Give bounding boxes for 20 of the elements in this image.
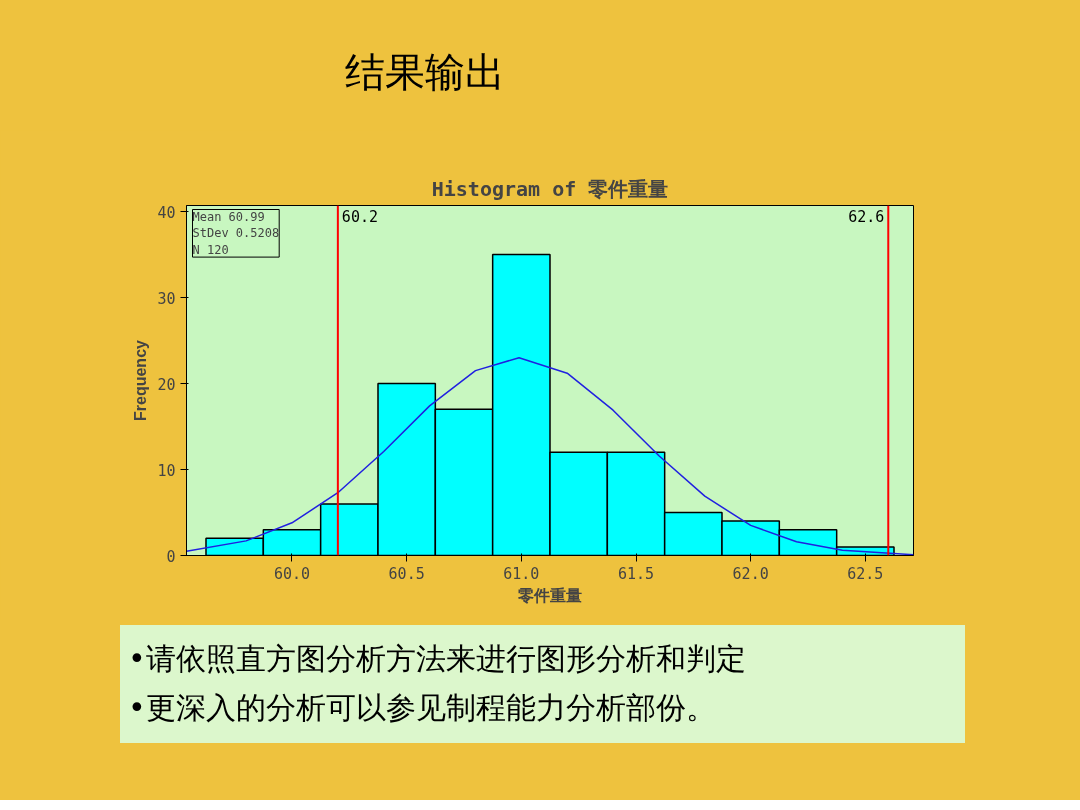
y-axis-title: Frequency (132, 339, 150, 421)
text: •请依照直方图分析方法来进行图形分析和判定 (128, 640, 747, 678)
y-tick-label: 40 (157, 203, 176, 222)
x-tick-label: 61.0 (503, 564, 540, 583)
x-tick-label: 62.5 (847, 564, 884, 583)
y-tick-label: 10 (157, 461, 176, 480)
x-tick-label: 62.0 (732, 564, 769, 583)
ref-line-label: 62.6 (848, 207, 885, 226)
x-tick-label: 60.0 (273, 564, 311, 583)
x-tick-label: 60.5 (388, 564, 425, 583)
text: •更深入的分析可以参见制程能力分析部份。 (128, 689, 717, 727)
y-tick-label: 30 (157, 289, 176, 308)
ref-line-label: 60.2 (341, 207, 378, 226)
y-tick-label: 20 (157, 375, 176, 394)
y-tick-label: 0 (166, 547, 176, 566)
chart-title: 结果输出 (344, 48, 506, 97)
x-tick-label: 61.5 (617, 564, 655, 583)
annotation: Mean 60.99 StDev 0.5208 N 120 (192, 209, 280, 258)
chart-subtitle: Histogram of 零件重量 (431, 176, 669, 201)
x-axis-title: 零件重量 (517, 586, 582, 604)
